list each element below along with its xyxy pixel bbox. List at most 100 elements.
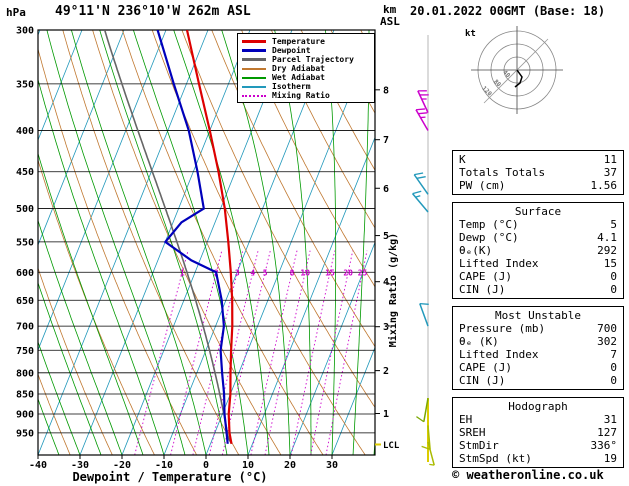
stat-value: 0: [610, 283, 617, 296]
stat-value: 4.1: [597, 231, 617, 244]
svg-text:1: 1: [383, 409, 389, 420]
x-axis-title: Dewpoint / Temperature (°C): [72, 470, 268, 484]
svg-text:300: 300: [16, 26, 34, 37]
svg-text:850: 850: [16, 390, 34, 401]
stat-row: K 11: [453, 153, 623, 166]
svg-text:7: 7: [383, 135, 389, 146]
stats-panel: K 11 Totals Totals 37 PW (cm) 1.56 Surface …: [452, 150, 624, 475]
stat-label: CIN (J): [459, 283, 506, 296]
legend-label: Dry Adiabat: [272, 64, 325, 73]
wind-barbs: [411, 90, 435, 466]
stat-label: CAPE (J): [459, 270, 512, 283]
box-title: Hodograph: [508, 400, 568, 413]
stat-label: K: [459, 153, 466, 166]
box-title: Surface: [514, 205, 562, 218]
svg-text:750: 750: [16, 346, 34, 357]
legend-row: Dewpoint: [242, 46, 370, 55]
stat-value: 7: [610, 348, 617, 361]
stat-value: 19: [603, 452, 617, 465]
skewt-gridlines: [38, 30, 375, 455]
chart-legend: Temperature Dewpoint Parcel Trajectory D…: [237, 33, 375, 103]
stat-label: StmDir: [459, 439, 499, 452]
stat-row: StmDir 336°: [453, 439, 623, 452]
km-axis-label: km: [383, 3, 397, 16]
hodograph-trace: [514, 69, 523, 88]
svg-text:-40: -40: [29, 460, 47, 471]
legend-label: Temperature: [272, 37, 325, 46]
legend-swatch-temperature: [242, 40, 266, 43]
datetime-label: 20.01.2022 00GMT (Base: 18): [410, 4, 606, 18]
legend-row: Dry Adiabat: [242, 64, 370, 73]
legend-row: Wet Adiabat: [242, 73, 370, 82]
stat-row: PW (cm) 1.56: [453, 179, 623, 192]
svg-text:8: 8: [383, 85, 389, 96]
legend-swatch-wet-adiabat: [242, 76, 266, 79]
station-title: 49°11'N 236°10'W 262m ASL: [55, 4, 251, 19]
svg-text:4: 4: [250, 268, 255, 277]
svg-text:5: 5: [263, 268, 268, 277]
stat-value: 31: [603, 413, 617, 426]
stat-value: 11: [603, 153, 617, 166]
mixing-ratio-axis-title: Mixing Ratio (g/kg): [388, 232, 399, 348]
svg-text:80: 80: [492, 78, 502, 88]
dewpoint-line: [156, 30, 229, 444]
stat-row: Totals Totals 37: [453, 166, 623, 179]
svg-text:8: 8: [290, 268, 295, 277]
hodograph: 40 80 120 kt: [455, 20, 580, 125]
stat-label: EH: [459, 413, 473, 426]
svg-text:10: 10: [242, 460, 254, 471]
stat-row: Dewp (°C) 4.1: [453, 231, 623, 244]
stat-value: 292: [597, 244, 617, 257]
stat-row: StmSpd (kt) 19: [453, 452, 623, 465]
hodograph-kt-label: kt: [465, 29, 476, 39]
svg-text:-20: -20: [113, 460, 131, 471]
legend-swatch-mixing-ratio: [242, 94, 266, 97]
svg-text:600: 600: [16, 268, 34, 279]
stat-label: StmSpd (kt): [459, 452, 532, 465]
stat-row: CAPE (J) 0: [453, 361, 623, 374]
svg-text:800: 800: [16, 368, 34, 379]
svg-text:-10: -10: [155, 460, 173, 471]
stat-value: 336°: [590, 439, 618, 452]
svg-text:3: 3: [235, 268, 240, 277]
legend-label: Dewpoint: [272, 46, 311, 55]
stat-row: EH 31: [453, 413, 623, 426]
most-unstable-box: Most Unstable Pressure (mb) 700 θₑ (K) 302…: [452, 306, 624, 390]
legend-row: Temperature: [242, 37, 370, 46]
stat-row: θₑ (K) 302: [453, 335, 623, 348]
stat-label: Lifted Index: [459, 348, 539, 361]
svg-text:15: 15: [325, 268, 335, 277]
stat-label: CAPE (J): [459, 361, 512, 374]
svg-text:500: 500: [16, 204, 34, 215]
legend-swatch-parcel: [242, 58, 266, 61]
stat-value: 37: [603, 166, 617, 179]
svg-text:6: 6: [383, 184, 389, 195]
svg-text:40: 40: [501, 69, 511, 79]
stat-value: 5: [610, 218, 617, 231]
stat-value: 0: [610, 270, 617, 283]
svg-text:950: 950: [16, 428, 34, 439]
stat-row: Lifted Index 7: [453, 348, 623, 361]
stat-value: 0: [610, 374, 617, 387]
legend-label: Parcel Trajectory: [272, 55, 354, 64]
stat-label: Lifted Index: [459, 257, 539, 270]
stat-value: 700: [597, 322, 617, 335]
stat-label: Pressure (mb): [459, 322, 546, 335]
pressure-unit-label: hPa: [6, 6, 26, 19]
svg-text:700: 700: [16, 322, 34, 333]
legend-label: Wet Adiabat: [272, 73, 325, 82]
svg-text:350: 350: [16, 79, 34, 90]
stat-row: CIN (J) 0: [453, 283, 623, 296]
svg-text:3: 3: [383, 322, 389, 333]
stat-row: CAPE (J) 0: [453, 270, 623, 283]
indices-box: K 11 Totals Totals 37 PW (cm) 1.56: [452, 150, 624, 195]
temperature-line: [185, 30, 234, 444]
legend-swatch-dewpoint: [242, 49, 266, 52]
legend-label: Mixing Ratio: [272, 91, 330, 100]
legend-swatch-dry-adiabat: [242, 67, 266, 70]
svg-text:20: 20: [343, 268, 353, 277]
svg-text:25: 25: [358, 268, 368, 277]
parcel-trajectory-line: [103, 30, 233, 445]
